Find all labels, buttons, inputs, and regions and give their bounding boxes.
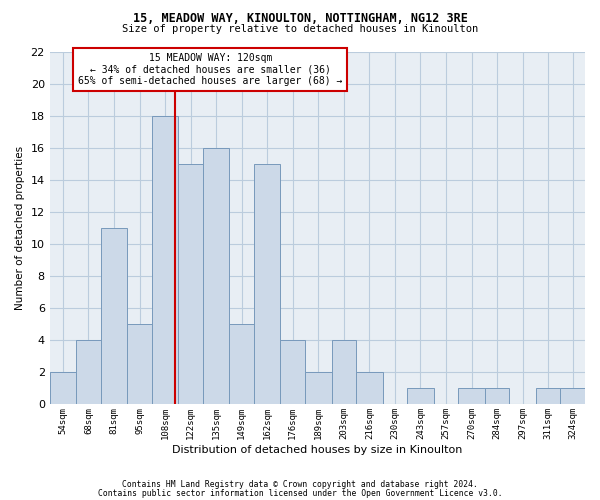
Bar xyxy=(485,388,509,404)
Text: Size of property relative to detached houses in Kinoulton: Size of property relative to detached ho… xyxy=(122,24,478,34)
Text: 15 MEADOW WAY: 120sqm
← 34% of detached houses are smaller (36)
65% of semi-deta: 15 MEADOW WAY: 120sqm ← 34% of detached … xyxy=(78,54,343,86)
X-axis label: Distribution of detached houses by size in Kinoulton: Distribution of detached houses by size … xyxy=(172,445,463,455)
Bar xyxy=(152,116,178,405)
Bar xyxy=(203,148,229,405)
Bar xyxy=(101,228,127,404)
Text: Contains public sector information licensed under the Open Government Licence v3: Contains public sector information licen… xyxy=(98,489,502,498)
Bar xyxy=(536,388,560,404)
Bar xyxy=(280,340,305,404)
Bar xyxy=(127,324,152,404)
Text: Contains HM Land Registry data © Crown copyright and database right 2024.: Contains HM Land Registry data © Crown c… xyxy=(122,480,478,489)
Bar xyxy=(50,372,76,404)
Bar xyxy=(254,164,280,404)
Bar xyxy=(76,340,101,404)
Bar xyxy=(356,372,383,404)
Bar xyxy=(305,372,332,404)
Y-axis label: Number of detached properties: Number of detached properties xyxy=(15,146,25,310)
Bar xyxy=(407,388,434,404)
Bar xyxy=(560,388,585,404)
Bar xyxy=(178,164,203,404)
Text: 15, MEADOW WAY, KINOULTON, NOTTINGHAM, NG12 3RE: 15, MEADOW WAY, KINOULTON, NOTTINGHAM, N… xyxy=(133,12,467,24)
Bar xyxy=(332,340,356,404)
Bar xyxy=(458,388,485,404)
Bar xyxy=(229,324,254,404)
